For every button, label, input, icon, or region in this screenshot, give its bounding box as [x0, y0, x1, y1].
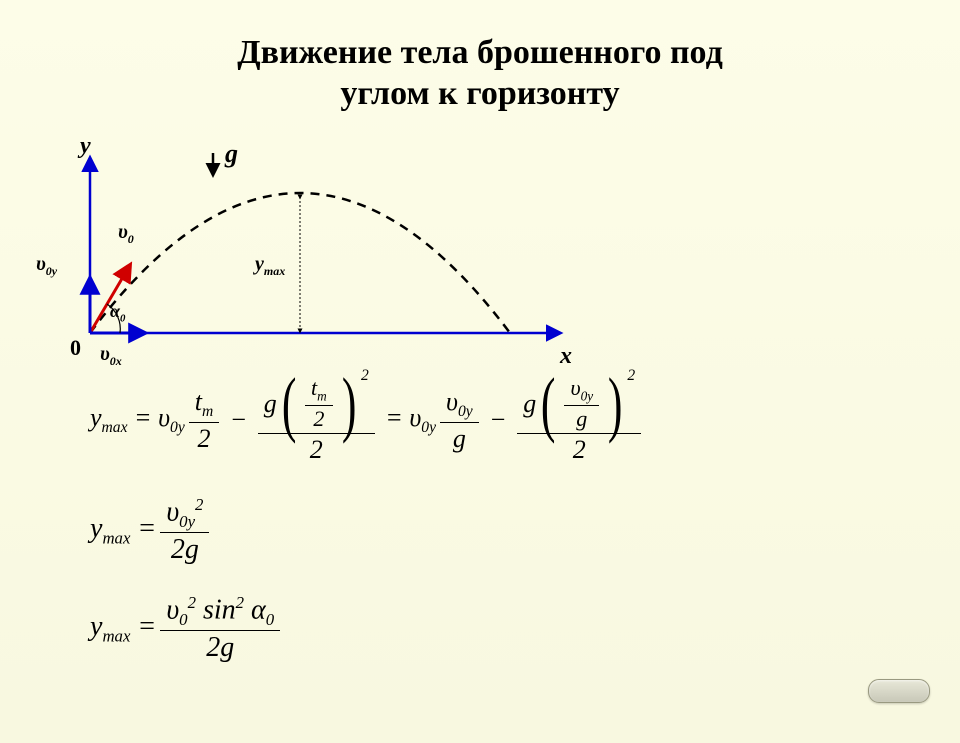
diagram-svg [40, 153, 600, 383]
page-title: Движение тела брошенного под углом к гор… [0, 23, 960, 115]
v0-label: υ0 [118, 221, 134, 247]
title-line1: Движение тела брошенного под [237, 34, 723, 71]
ymax-label: ymax [255, 253, 285, 279]
origin-label: 0 [70, 335, 81, 361]
eq-ymax-sin: ymax = υ02 sin2 α0 2g [90, 593, 930, 665]
projectile-diagram: y x 0 g υ0 υ0y υ0x α0 ymax [40, 153, 600, 383]
eq-derivation: ymax = υ0y tm 2 − g ( tm 2 ) 2 2 = υ0 [90, 375, 930, 465]
title-line2: углом к горизонту [340, 75, 619, 112]
eq-ymax-v0y: ymax = υ0y2 2g [90, 495, 930, 567]
v0y-label: υ0y [36, 253, 57, 279]
y-axis-label: y [80, 133, 91, 160]
equations-area: ymax = υ0y tm 2 − g ( tm 2 ) 2 2 = υ0 [90, 363, 930, 677]
g-label: g [225, 139, 238, 169]
alpha-label: α0 [110, 301, 125, 325]
next-button[interactable] [868, 679, 930, 703]
